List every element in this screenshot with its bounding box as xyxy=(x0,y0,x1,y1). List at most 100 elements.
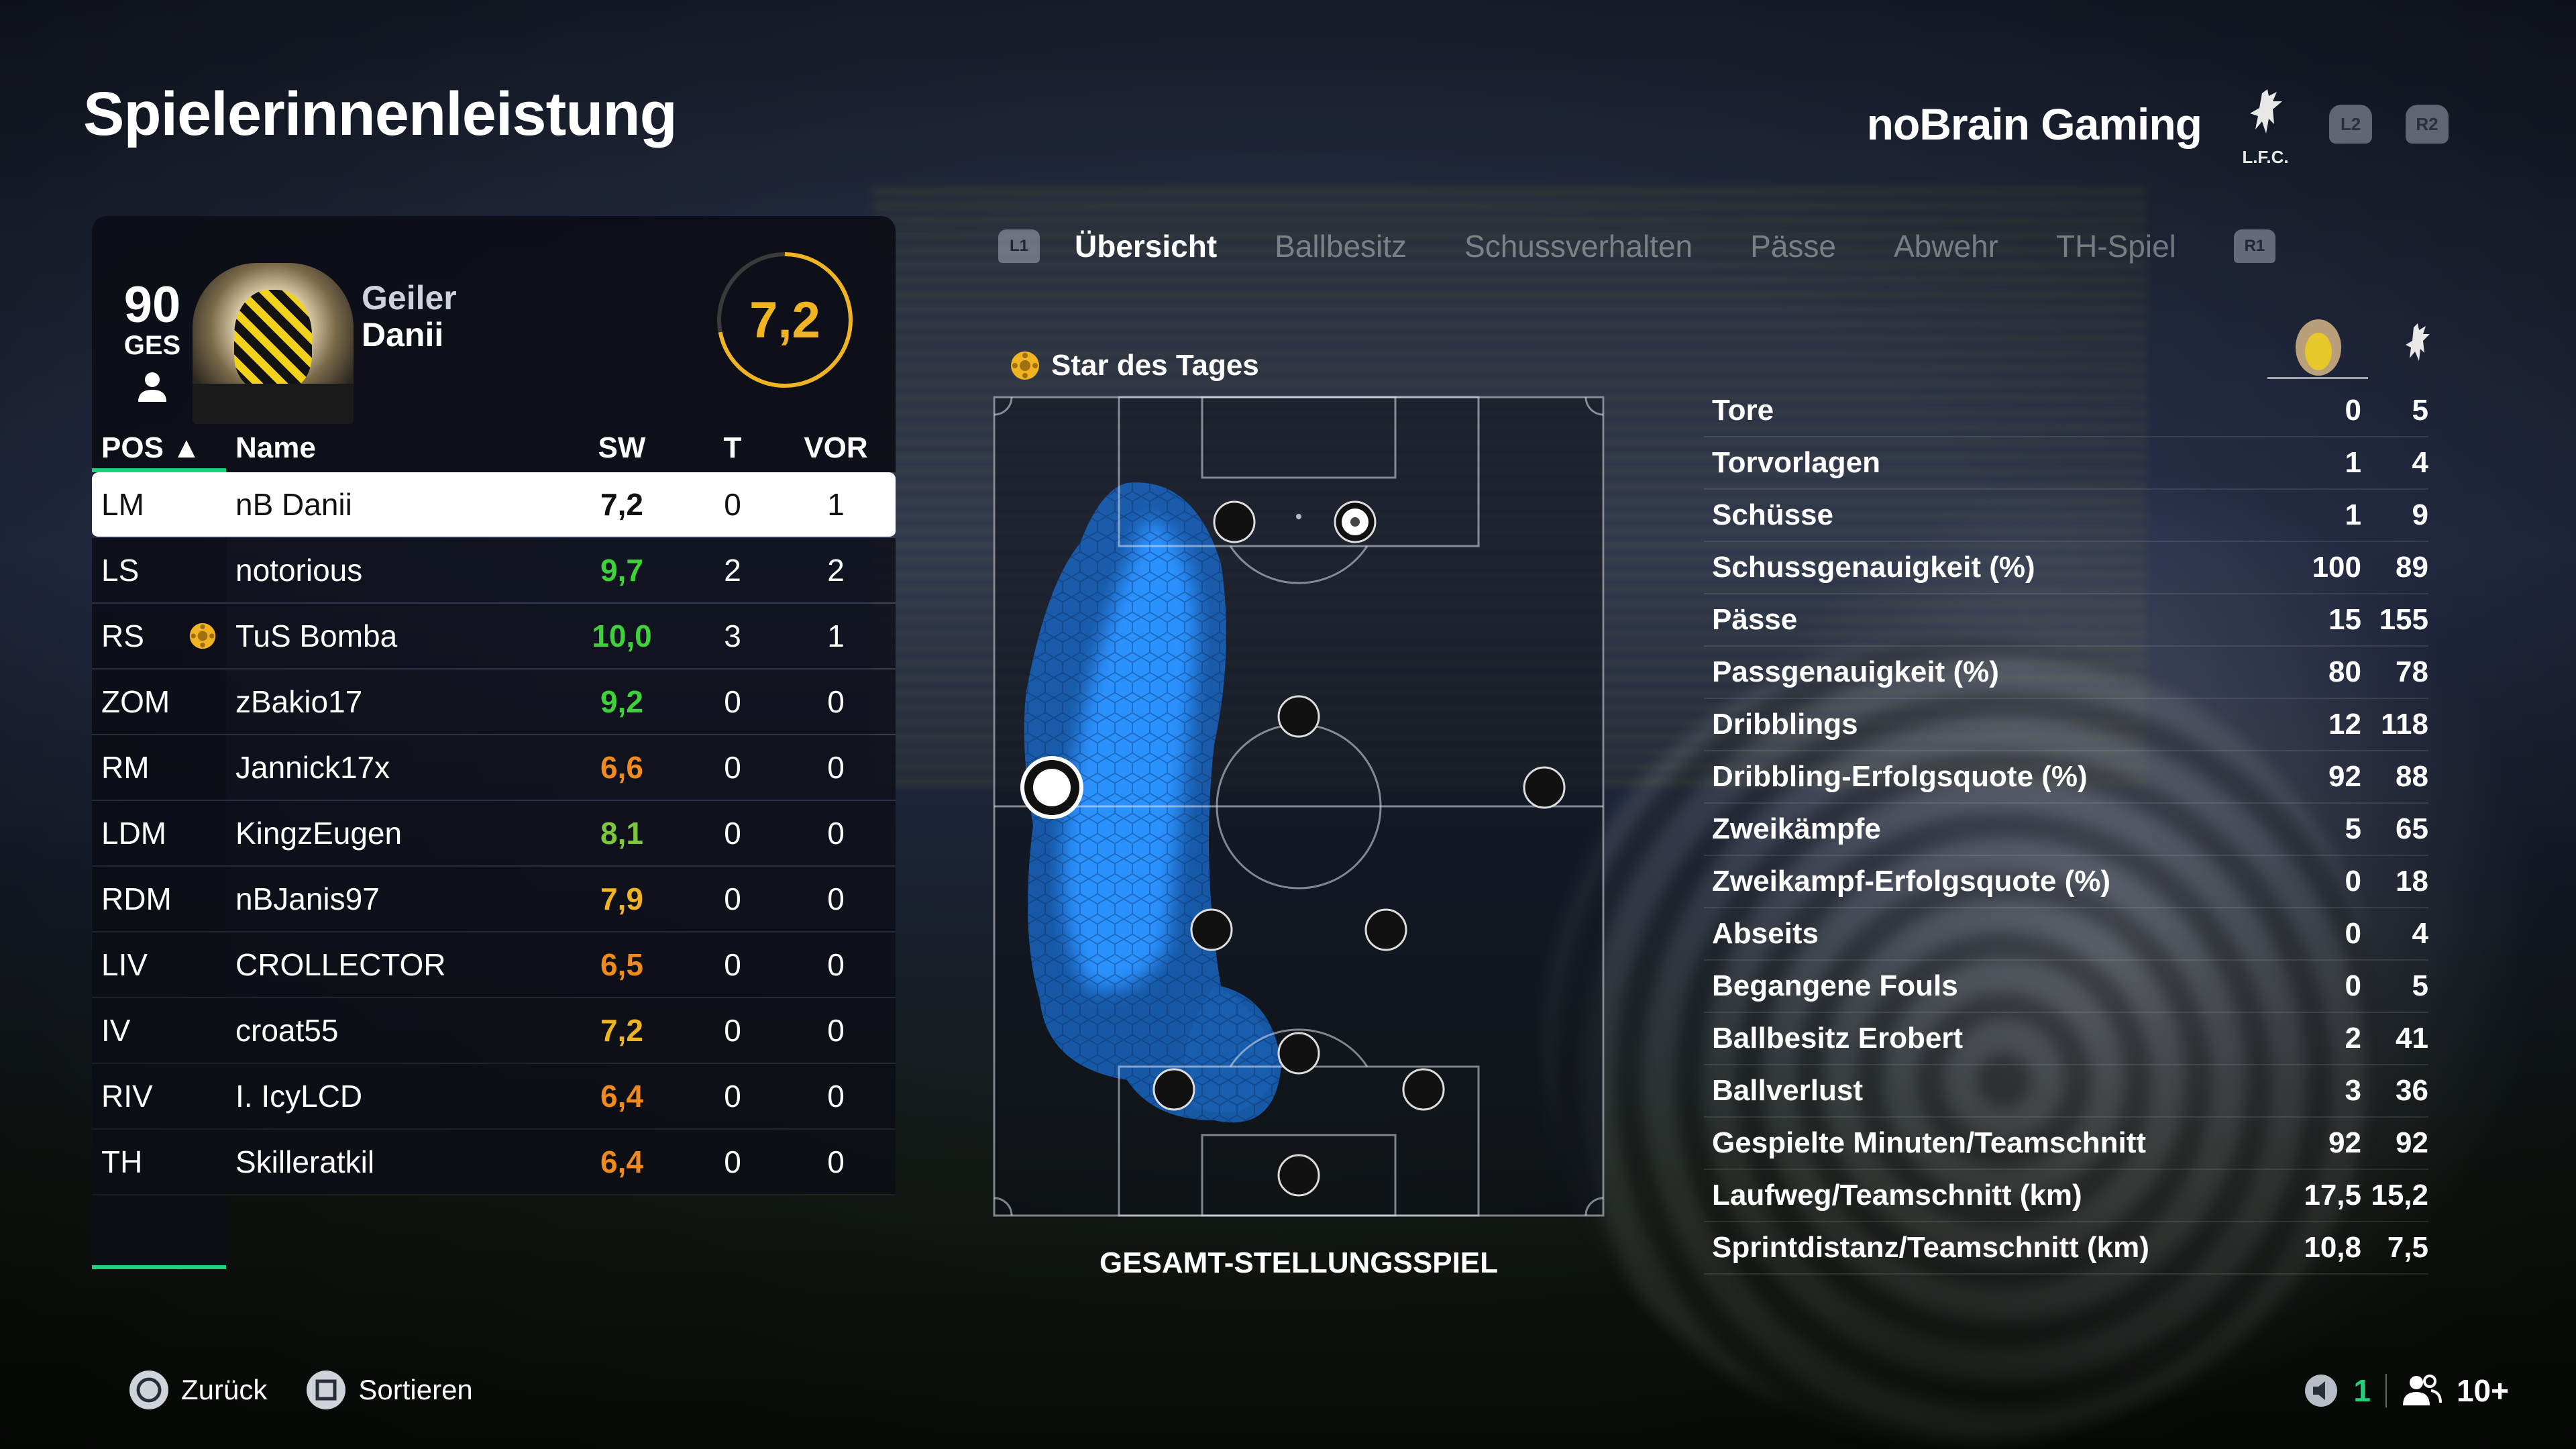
row-rating: 10,0 xyxy=(592,619,652,653)
row-rating: 7,2 xyxy=(600,487,643,522)
liverbird-icon xyxy=(2250,89,2282,133)
row-name: KingzEugen xyxy=(226,815,555,851)
stat-label: Schussgenauigkeit (%) xyxy=(1712,551,2035,584)
stat-player-value: 10,8 xyxy=(2304,1231,2361,1264)
back-button[interactable]: Zurück xyxy=(127,1368,267,1411)
player-card: 90 GES Geiler Danii 7,2 xyxy=(92,216,896,424)
stat-row: Ballverlust 3 36 xyxy=(1704,1065,2428,1118)
table-row[interactable]: LDM KingzEugen 8,1 0 0 xyxy=(92,801,896,867)
row-pos: RIV xyxy=(92,1064,226,1128)
rating-ring-icon xyxy=(717,252,853,388)
player-last-name: Danii xyxy=(362,316,444,354)
table-row[interactable]: RIV I. IcyLCD 6,4 0 0 xyxy=(92,1064,896,1130)
stat-team-value: 7,5 xyxy=(2387,1231,2428,1264)
stat-label: Abseits xyxy=(1712,917,1819,950)
tab-schussverhalten[interactable]: Schussverhalten xyxy=(1464,229,1693,264)
page-title: Spielerinnenleistung xyxy=(83,80,678,148)
row-name-text: zBakio17 xyxy=(235,684,363,719)
stat-player-value: 2 xyxy=(2345,1022,2361,1055)
stat-row: Laufweg/Teamschnitt (km) 17,5 15,2 xyxy=(1704,1170,2428,1222)
stat-player-value: 12 xyxy=(2328,708,2361,741)
table-row[interactable]: ZOM zBakio17 9,2 0 0 xyxy=(92,669,896,735)
row-rating: 9,7 xyxy=(600,553,643,588)
stat-player-value: 0 xyxy=(2345,917,2361,950)
stat-player-value: 3 xyxy=(2345,1074,2361,1107)
row-name: zBakio17 xyxy=(226,684,555,720)
l1-bumper-icon[interactable]: L1 xyxy=(998,229,1040,263)
stat-team-value: 78 xyxy=(2396,655,2428,688)
header-vor[interactable]: VOR xyxy=(804,431,868,464)
row-name-text: notorious xyxy=(235,553,363,588)
stat-player-value: 15 xyxy=(2328,603,2361,636)
row-rating: 6,5 xyxy=(600,947,643,982)
header-name[interactable]: Name xyxy=(235,431,316,464)
tab-ballbesitz[interactable]: Ballbesitz xyxy=(1275,229,1407,264)
table-row[interactable]: RS TuS Bomba 10,0 3 1 xyxy=(92,604,896,669)
star-of-the-day: Star des Tages xyxy=(1010,349,1259,382)
stat-row: Begangene Fouls 0 5 xyxy=(1704,961,2428,1013)
button-hints: Zurück Sortieren xyxy=(127,1368,473,1411)
row-assists: 0 xyxy=(827,750,845,785)
overall-value: 90 xyxy=(123,276,181,333)
footer-status: 1 10+ xyxy=(2304,1373,2509,1409)
stat-label: Laufweg/Teamschnitt (km) xyxy=(1712,1179,2082,1212)
row-name: croat55 xyxy=(226,1012,555,1049)
r2-trigger-icon[interactable]: R2 xyxy=(2406,105,2449,144)
r1-bumper-icon[interactable]: R1 xyxy=(2233,229,2275,263)
row-pos: LM xyxy=(92,472,226,537)
speaker-icon xyxy=(2305,1375,2338,1407)
row-assists: 2 xyxy=(827,553,845,588)
row-assists: 0 xyxy=(827,881,845,916)
row-pos: LDM xyxy=(92,801,226,865)
tab-paesse[interactable]: Pässe xyxy=(1750,229,1836,264)
row-assists: 0 xyxy=(827,1013,845,1048)
stat-label: Zweikämpfe xyxy=(1712,812,1881,845)
row-name: TuS Bomba xyxy=(189,618,555,654)
table-row[interactable]: RM Jannick17x 6,6 0 0 xyxy=(92,735,896,801)
table-row[interactable]: LM nB Danii 7,2 0 1 xyxy=(92,472,896,538)
row-cells: nBJanis97 7,9 0 0 xyxy=(226,867,896,931)
stat-player-value: 17,5 xyxy=(2304,1179,2361,1212)
overall-rating: 90 GES xyxy=(122,280,182,407)
header-t[interactable]: T xyxy=(723,431,742,464)
row-cells: nB Danii 7,2 0 1 xyxy=(226,472,896,537)
stat-player-value: 0 xyxy=(2345,394,2361,427)
player-marker-selected xyxy=(1020,756,1083,819)
row-cells: Skilleratkil 6,4 0 0 xyxy=(226,1130,896,1194)
header-pos[interactable]: POS ▲ xyxy=(101,431,201,464)
table-row[interactable]: TH Skilleratkil 6,4 0 0 xyxy=(92,1130,896,1195)
tab-uebersicht[interactable]: Übersicht xyxy=(1075,229,1218,264)
row-pos: TH xyxy=(92,1130,226,1194)
player-marker xyxy=(1277,695,1320,738)
row-pos: RM xyxy=(92,735,226,800)
header-sw[interactable]: SW xyxy=(598,431,646,464)
stat-label: Schüsse xyxy=(1712,498,1833,531)
sort-button[interactable]: Sortieren xyxy=(305,1368,473,1411)
row-cells: notorious 9,7 2 2 xyxy=(226,538,896,602)
l2-trigger-icon[interactable]: L2 xyxy=(2329,105,2372,144)
player-marker xyxy=(1523,766,1566,809)
tab-abwehr[interactable]: Abwehr xyxy=(1894,229,1998,264)
row-rating: 7,9 xyxy=(600,881,643,916)
player-first-name: Geiler xyxy=(362,279,457,317)
player-marker xyxy=(1213,500,1256,543)
player-table: POS ▲ Name SW T VOR LM nB Danii 7,2 0 1 LS not… xyxy=(92,424,896,1269)
stat-team-value: 4 xyxy=(2412,446,2428,479)
stat-team-value: 9 xyxy=(2412,498,2428,531)
row-name-text: Jannick17x xyxy=(235,750,390,785)
tab-th-spiel[interactable]: TH-Spiel xyxy=(2055,229,2176,264)
stat-player-value: 0 xyxy=(2345,969,2361,1002)
table-row[interactable]: LIV CROLLECTOR 6,5 0 0 xyxy=(92,932,896,998)
row-cells: I. IcyLCD 6,4 0 0 xyxy=(226,1064,896,1128)
table-row[interactable]: IV croat55 7,2 0 0 xyxy=(92,998,896,1064)
stat-team-value: 118 xyxy=(2381,708,2428,741)
row-goals: 3 xyxy=(724,619,741,653)
stat-team-value: 15,2 xyxy=(2371,1179,2428,1212)
stat-label: Dribbling-Erfolgsquote (%) xyxy=(1712,760,2088,793)
row-pos: LIV xyxy=(92,932,226,997)
table-row[interactable]: LS notorious 9,7 2 2 xyxy=(92,538,896,604)
stat-team-value: 5 xyxy=(2412,969,2428,1002)
row-name: Skilleratkil xyxy=(226,1144,555,1180)
table-row[interactable]: RDM nBJanis97 7,9 0 0 xyxy=(92,867,896,932)
stat-row: Pässe 15 155 xyxy=(1704,594,2428,647)
